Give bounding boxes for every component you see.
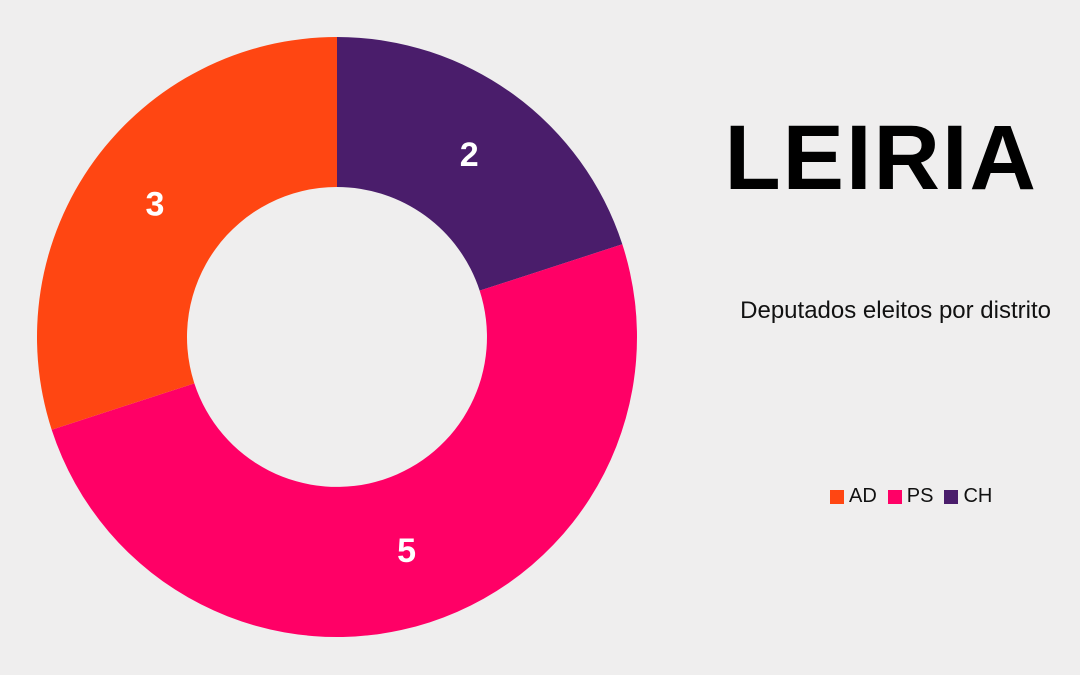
legend-swatch-ch xyxy=(944,489,959,504)
donut-chart: 2 5 3 xyxy=(36,37,637,637)
legend-label-ad: AD xyxy=(849,485,877,507)
chart-title: LEIRIA xyxy=(724,107,1038,209)
slice-label-ch: 2 xyxy=(460,136,479,174)
legend-item-ad: AD xyxy=(830,485,877,508)
chart-subtitle: Deputados eleitos por distrito xyxy=(740,297,1051,324)
legend-swatch-ps xyxy=(887,489,902,504)
legend-item-ch: CH xyxy=(944,485,992,508)
legend-item-ps: PS xyxy=(887,485,934,508)
chart-legend: AD PS CH xyxy=(830,485,1003,508)
slice-label-ad: 3 xyxy=(146,186,165,224)
legend-label-ch: CH xyxy=(963,485,993,507)
legend-label-ps: PS xyxy=(906,485,934,507)
slice-ps xyxy=(51,244,637,637)
slice-ch xyxy=(337,37,623,291)
legend-swatch-ad xyxy=(830,489,844,504)
slice-label-ps: 5 xyxy=(397,532,416,570)
slice-ad xyxy=(36,37,338,430)
